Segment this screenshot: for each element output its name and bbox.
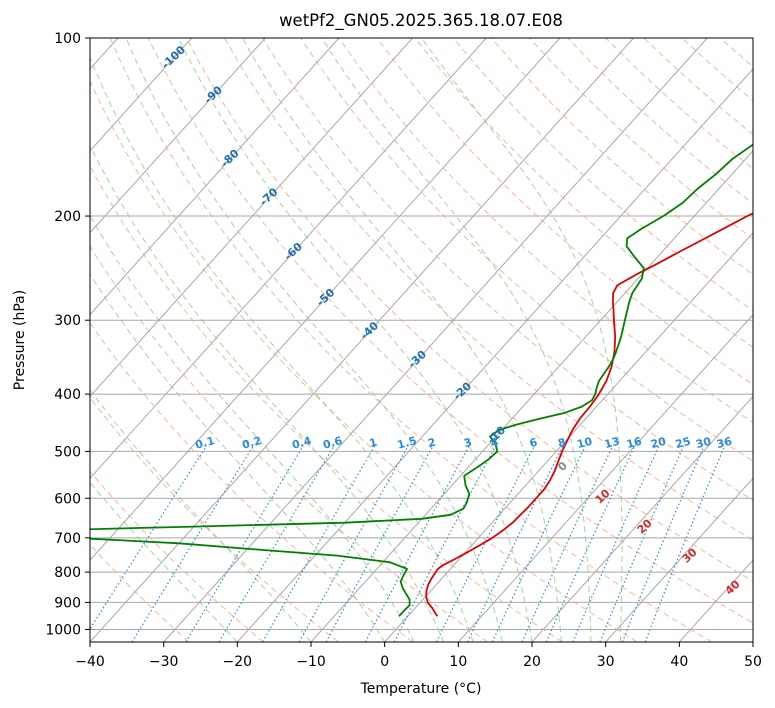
mixing-ratio-label: 4: [489, 436, 500, 451]
mixing-ratio-label: 0.4: [291, 434, 314, 452]
y-tick-label: 1000: [45, 622, 81, 638]
moist-adiabat: [90, 273, 386, 642]
mixing-ratio-line: [131, 445, 254, 642]
axis-ticks: −40 −30 −20 −10 0 10 20 30 40 5010020030040050060…: [45, 31, 762, 670]
moist-adiabat: [178, 38, 533, 642]
mixing-ratio-label: 0.1: [194, 434, 216, 452]
mixing-ratio-label: 10: [576, 435, 594, 452]
mixing-ratio-line: [185, 445, 304, 642]
dry-adiabat: [90, 165, 563, 642]
y-tick-label: 500: [54, 444, 81, 460]
x-tick-label: 20: [523, 654, 541, 670]
mixing-ratio-label: 36: [715, 435, 733, 452]
dry-adiabat: [90, 396, 339, 642]
dry-adiabat: [376, 38, 753, 386]
mixing-ratio-line: [298, 445, 409, 642]
x-tick-label: −10: [296, 654, 326, 670]
moist-adiabat: [90, 214, 415, 642]
moist-adiabat: [420, 38, 623, 642]
mixing-ratio-label: 2: [426, 436, 437, 451]
moist-adiabat: [241, 38, 562, 642]
moist-adiabat: [90, 144, 445, 642]
temperature-profile: [425, 212, 753, 617]
mixing-ratio-label: 1.5: [396, 434, 418, 452]
background-lines: [90, 38, 753, 642]
isotherm-gridline: [90, 38, 561, 561]
mixing-ratio-label: 3: [463, 436, 474, 451]
isotherm-gridline: [310, 150, 753, 642]
x-tick-label: 30: [597, 654, 615, 670]
y-tick-label: 100: [54, 31, 81, 47]
y-tick-label: 700: [54, 531, 81, 547]
x-tick-label: 50: [744, 654, 762, 670]
y-tick-label: 800: [54, 565, 81, 581]
x-tick-label: 40: [670, 654, 688, 670]
mixing-ratio-label: 13: [603, 435, 621, 452]
x-axis-label: Temperature (°C): [360, 681, 482, 697]
dry-adiabat: [90, 245, 488, 642]
mixing-ratio-label: 0.2: [241, 434, 263, 452]
mixing-ratio-label: 30: [694, 435, 712, 452]
isotherm-gridline: [90, 38, 634, 642]
isotherm-gridline: [90, 38, 192, 152]
isotherm-gridline: [236, 68, 753, 642]
mixing-ratio-line: [545, 445, 636, 642]
x-tick-label: −20: [223, 654, 253, 670]
mixing-ratio-label: 1: [368, 436, 379, 451]
data-lines: [90, 143, 753, 617]
isotherm-gridline: [90, 38, 340, 316]
moist-adiabat: [90, 56, 474, 642]
mixing-ratio-label: 0.6: [321, 434, 344, 452]
mixing-ratio-label: 8: [557, 436, 568, 451]
dry-adiabat: [414, 38, 753, 348]
x-tick-label: −30: [149, 654, 179, 670]
mixing-ratio-line: [572, 445, 660, 642]
plot-frame: [89, 37, 754, 643]
dry-adiabat: [147, 38, 753, 624]
x-tick-label: 10: [449, 654, 467, 670]
dry-adiabat: [90, 544, 190, 642]
mixing-ratio-line: [90, 445, 207, 631]
chart-title: wetPf2_GN05.2025.365.18.07.E08: [279, 11, 563, 31]
y-tick-label: 600: [54, 491, 81, 507]
mixing-ratio-label: 25: [674, 435, 692, 452]
isotherm-gridline: [531, 395, 753, 642]
mixing-ratio-label: 16: [625, 435, 643, 452]
dry-adiabat: [90, 470, 264, 642]
y-tick-label: 400: [54, 387, 81, 403]
y-tick-label: 900: [54, 595, 81, 611]
y-tick-label: 200: [54, 209, 81, 225]
mixing-ratio-line: [393, 445, 496, 642]
mixing-ratio-label: 20: [649, 435, 667, 452]
dry-adiabat: [452, 38, 753, 312]
isotherm-gridline: [457, 313, 753, 642]
moist-adiabat: [321, 38, 592, 642]
mixing-ratio-line: [218, 445, 335, 642]
y-tick-label: 300: [54, 313, 81, 329]
moist-adiabat: [90, 481, 238, 642]
dry-adiabat: [90, 322, 414, 642]
x-tick-label: −40: [75, 654, 105, 670]
y-axis-label: Pressure (hPa): [12, 290, 28, 390]
mixing-ratio-line: [466, 445, 564, 642]
isotherm-gridline: [90, 38, 487, 480]
moist-adiabat: [125, 38, 503, 642]
isotherm-gridline: [90, 38, 266, 234]
moist-adiabat: [90, 389, 312, 642]
isotherm-gridline: [605, 477, 753, 642]
isotherm-gridline: [90, 38, 413, 398]
x-tick-label: 0: [380, 654, 389, 670]
isotherm-gridline: [384, 231, 753, 642]
isotherm-gridline: [163, 38, 708, 642]
dewpoint-profile: [90, 143, 753, 617]
dry-adiabat: [109, 38, 712, 642]
mixing-ratio-line: [435, 445, 535, 642]
mixing-ratio-label: 6: [528, 436, 539, 451]
